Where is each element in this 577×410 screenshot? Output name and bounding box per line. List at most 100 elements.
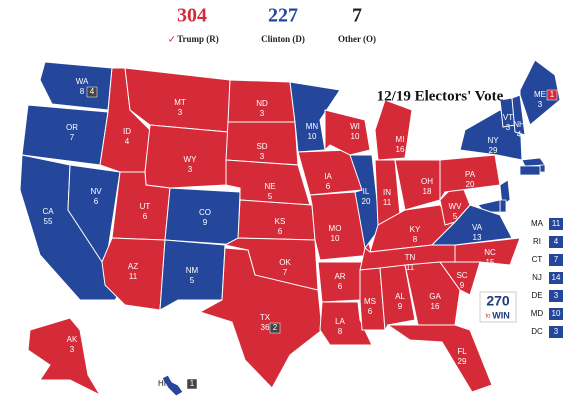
state-votes: 8 (413, 235, 418, 244)
faithless-votes: 1 (550, 90, 555, 99)
state-votes: 16 (396, 145, 405, 154)
state-abbr: MT (174, 98, 186, 107)
candidate-name: Other (O) (338, 34, 376, 44)
state-abbr: AK (67, 335, 78, 344)
state-shape (519, 59, 561, 126)
state-votes-box (549, 236, 563, 248)
state-votes: 11 (383, 198, 392, 207)
map-title: 12/19 Electors' Vote (377, 88, 504, 104)
state-votes: 14 (552, 273, 561, 282)
state-votes: 18 (423, 187, 432, 196)
state-votes: 11 (129, 272, 138, 281)
state-votes: 55 (44, 217, 53, 226)
state-votes: 3 (506, 123, 511, 132)
state-votes: 5 (453, 212, 458, 221)
state-votes: 11 (552, 219, 561, 228)
state-shape (359, 267, 386, 331)
state-abbr: NH (513, 120, 525, 129)
state-votes: 10 (331, 234, 340, 243)
state-abbr: AZ (128, 262, 138, 271)
state-votes: 5 (268, 192, 273, 201)
logo-box (479, 291, 517, 323)
state-shape (519, 165, 541, 176)
state-abbr: FL (457, 347, 467, 356)
logo: 270 to WIN (479, 291, 517, 323)
state-abbr: CO (199, 208, 211, 217)
state-abbr: NC (484, 248, 496, 257)
state-votes: 5 (190, 276, 195, 285)
state-abbr: WY (184, 155, 198, 164)
state-votes: 13 (473, 233, 482, 242)
state-abbr: AR (334, 272, 345, 281)
state-votes: 9 (460, 281, 465, 290)
state-votes: 15 (486, 258, 495, 267)
state-votes: 6 (368, 307, 373, 316)
state-votes: 6 (326, 182, 331, 191)
faithless-votes: 4 (90, 87, 95, 96)
state-shape (539, 164, 546, 173)
state-abbr: IL (363, 187, 370, 196)
state-votes: 3 (188, 165, 193, 174)
state-abbr: HI (158, 379, 166, 388)
state-votes: 20 (466, 180, 475, 189)
state-shape (27, 317, 102, 397)
state-abbr: NM (186, 266, 199, 275)
state-abbr: MO (329, 224, 342, 233)
logo-number: 270 (486, 293, 510, 309)
state-abbr: IA (324, 172, 332, 181)
state-abbr: KY (410, 225, 421, 234)
state-votes: 7 (283, 268, 288, 277)
faithless-box (86, 86, 98, 98)
state-votes: 10 (308, 132, 317, 141)
state-votes: 4 (554, 237, 559, 246)
state-votes: 8 (338, 327, 343, 336)
candidate-name: Trump (R) (177, 34, 219, 44)
state-abbr: SD (256, 142, 267, 151)
state-votes: 3 (554, 291, 559, 300)
state-abbr: IN (383, 188, 391, 197)
state-shape (198, 247, 323, 389)
state-votes: 10 (351, 132, 360, 141)
state-shape (161, 374, 184, 397)
state-votes: 11 (406, 263, 415, 272)
state-votes: 36 (261, 323, 270, 332)
state-abbr: MI (396, 135, 405, 144)
faithless-box (186, 378, 198, 390)
state-abbr: TN (405, 253, 416, 262)
state-votes: 4 (517, 130, 522, 139)
state-abbr: KS (275, 217, 286, 226)
state-abbr: LA (335, 317, 345, 326)
state-abbr: OH (421, 177, 433, 186)
state-abbr: GA (429, 292, 441, 301)
state-abbr: DE (531, 291, 542, 300)
state-shape (499, 179, 511, 206)
state-votes: 3 (70, 345, 75, 354)
state-votes: 6 (278, 227, 283, 236)
state-votes: 29 (489, 146, 498, 155)
state-abbr: SC (456, 271, 467, 280)
state-abbr: NV (90, 187, 102, 196)
state-shape (324, 109, 371, 156)
state-abbr: WA (76, 77, 89, 86)
state-votes: 6 (143, 212, 148, 221)
state-abbr: NE (264, 182, 275, 191)
small-states-list: MA 11 RI 4 CT 7 NJ 14 DE 3 MD 10 DC 3 (531, 218, 563, 338)
state-shape (499, 199, 507, 213)
state-abbr: ID (123, 127, 131, 136)
state-shape (21, 104, 109, 166)
state-votes: 3 (260, 109, 265, 118)
state-votes: 9 (398, 302, 403, 311)
states (19, 59, 561, 397)
state-abbr: MN (306, 122, 319, 131)
state-votes: 7 (554, 255, 559, 264)
state-shape (386, 324, 493, 393)
state-votes-box (549, 326, 563, 338)
state-votes: 3 (178, 108, 183, 117)
faithless-box (269, 322, 281, 334)
state-shape (379, 264, 416, 332)
state-abbr: VT (503, 113, 513, 122)
faithless-box (546, 89, 558, 101)
